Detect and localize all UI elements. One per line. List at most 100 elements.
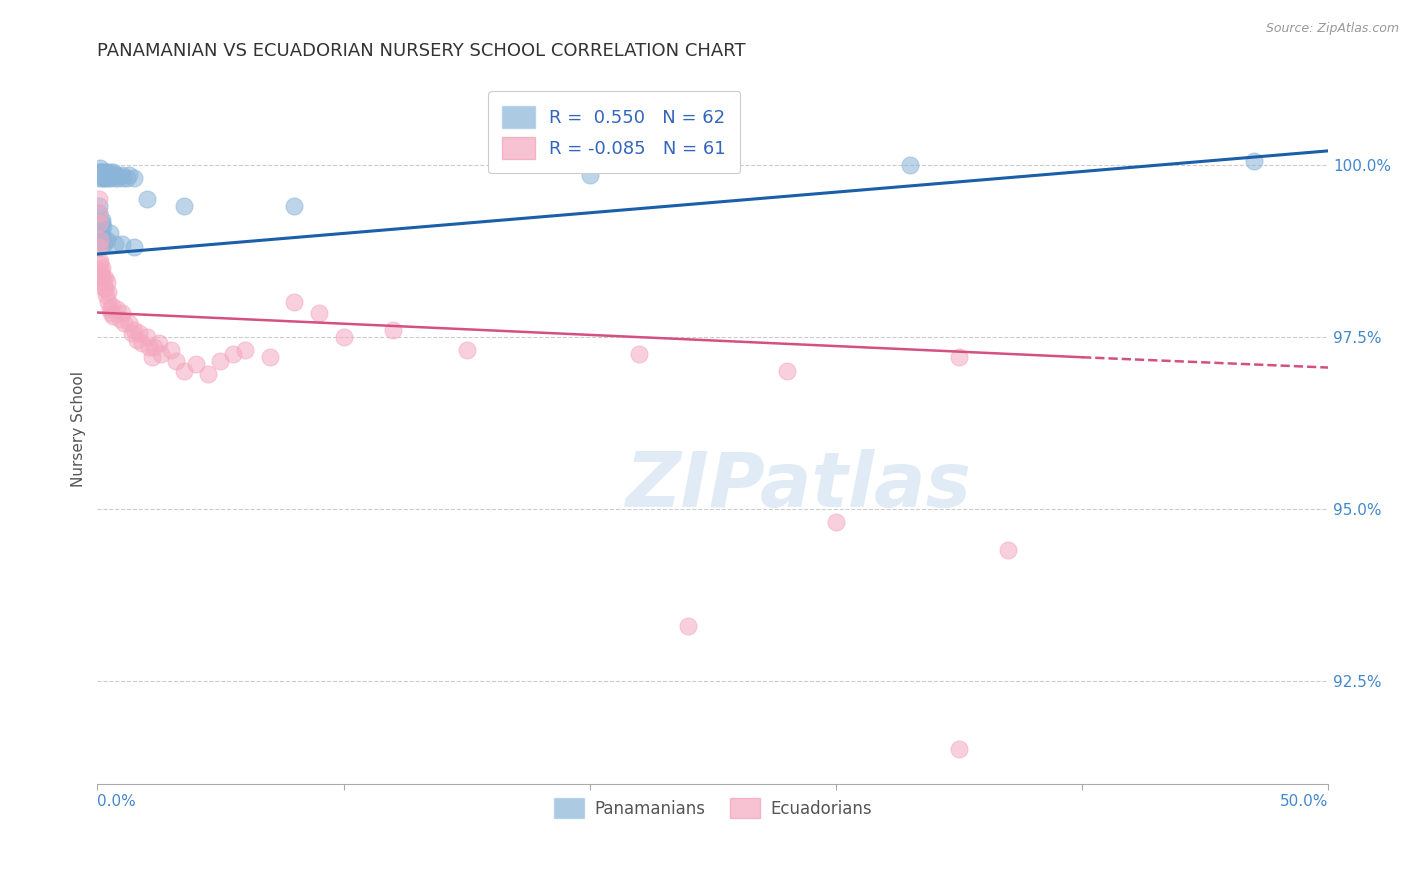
Point <box>111 305 134 319</box>
Point <box>87 192 110 206</box>
Point <box>115 171 138 186</box>
Point <box>91 164 114 178</box>
Point <box>112 316 135 330</box>
Point <box>87 216 110 230</box>
Point <box>89 254 111 268</box>
Point <box>103 236 125 251</box>
Point <box>111 236 134 251</box>
Legend: Panamanians, Ecuadorians: Panamanians, Ecuadorians <box>547 791 879 825</box>
Y-axis label: Nursery School: Nursery School <box>72 371 86 487</box>
Point <box>128 326 150 341</box>
Point <box>676 618 699 632</box>
Point <box>93 281 115 295</box>
Point <box>97 295 120 310</box>
Point <box>775 364 797 378</box>
Point <box>94 171 117 186</box>
Point <box>90 264 112 278</box>
Point <box>93 164 115 178</box>
Point <box>89 219 111 234</box>
Point <box>98 164 121 178</box>
Point <box>93 171 115 186</box>
Point <box>93 236 115 251</box>
Point <box>108 312 131 326</box>
Point <box>97 171 120 186</box>
Point <box>1243 154 1265 169</box>
Point <box>98 302 121 317</box>
Point <box>103 168 125 182</box>
Point <box>209 353 232 368</box>
Point <box>90 164 112 178</box>
Point <box>173 199 195 213</box>
Point <box>101 164 124 178</box>
Point <box>135 329 157 343</box>
Point <box>135 192 157 206</box>
Point <box>105 168 128 182</box>
Point <box>93 168 115 182</box>
Point <box>98 227 121 241</box>
Point <box>125 333 148 347</box>
Point <box>283 199 305 213</box>
Text: 50.0%: 50.0% <box>1279 794 1329 809</box>
Point <box>824 516 846 530</box>
Point <box>90 227 112 241</box>
Point <box>90 168 112 182</box>
Point <box>94 168 117 182</box>
Point <box>100 305 122 319</box>
Text: PANAMANIAN VS ECUADORIAN NURSERY SCHOOL CORRELATION CHART: PANAMANIAN VS ECUADORIAN NURSERY SCHOOL … <box>97 42 747 60</box>
Point <box>89 227 111 241</box>
Point <box>96 275 118 289</box>
Point <box>87 206 110 220</box>
Point <box>197 368 219 382</box>
Point <box>89 257 111 271</box>
Point <box>87 164 110 178</box>
Point <box>97 285 120 299</box>
Point <box>96 164 118 178</box>
Point <box>165 353 187 368</box>
Point <box>997 542 1019 557</box>
Point <box>91 271 114 285</box>
Point <box>87 206 110 220</box>
Point <box>948 742 970 756</box>
Point <box>105 302 128 317</box>
Point <box>332 329 354 343</box>
Point <box>90 171 112 186</box>
Point <box>118 316 141 330</box>
Point <box>103 309 125 323</box>
Point <box>90 275 112 289</box>
Point <box>93 271 115 285</box>
Point <box>90 168 112 182</box>
Point <box>112 171 135 186</box>
Point <box>131 336 153 351</box>
Point <box>100 168 122 182</box>
Point <box>89 240 111 254</box>
Point <box>89 233 111 247</box>
Point <box>138 340 160 354</box>
Point <box>259 350 281 364</box>
Point <box>89 168 111 182</box>
Point <box>148 336 170 351</box>
Point <box>91 168 114 182</box>
Point <box>124 240 146 254</box>
Point <box>627 347 650 361</box>
Text: Source: ZipAtlas.com: Source: ZipAtlas.com <box>1265 22 1399 36</box>
Point <box>124 323 146 337</box>
Point <box>94 288 117 302</box>
Point <box>90 219 112 234</box>
Point <box>97 168 120 182</box>
Text: 0.0%: 0.0% <box>97 794 136 809</box>
Point <box>150 347 173 361</box>
Point <box>98 171 121 186</box>
Point <box>90 268 112 282</box>
Point <box>90 216 112 230</box>
Point <box>456 343 478 358</box>
Point <box>233 343 256 358</box>
Point <box>89 233 111 247</box>
Point <box>118 168 141 182</box>
Point <box>93 233 115 247</box>
Point <box>173 364 195 378</box>
Point <box>91 212 114 227</box>
Point <box>89 161 111 175</box>
Point <box>898 158 921 172</box>
Point <box>578 168 600 182</box>
Point <box>89 240 111 254</box>
